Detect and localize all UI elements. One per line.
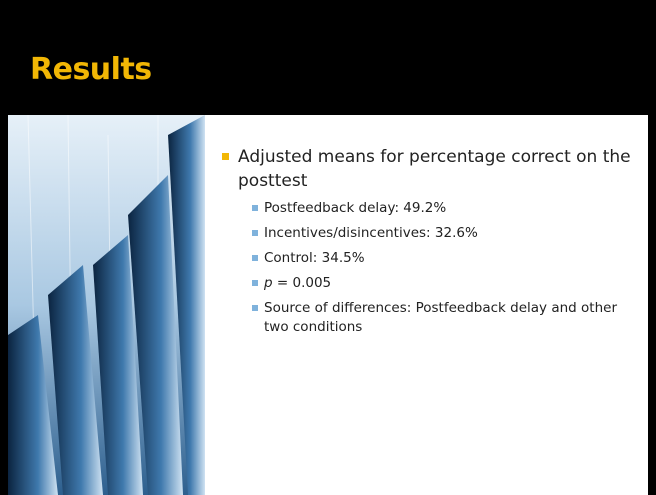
slide-title: Results (30, 52, 152, 87)
bullet: Adjusted means for percentage correct on… (222, 145, 637, 337)
sub-bullet: p = 0.005 (238, 274, 637, 293)
sub-bullet: Source of differences: Postfeedback dela… (238, 299, 637, 337)
bullet-text: Adjusted means for percentage correct on… (238, 147, 631, 191)
decorative-image (8, 115, 205, 495)
bullet-list: Adjusted means for percentage correct on… (222, 145, 637, 337)
sub-bullet-text: Incentives/disincentives: 32.6% (264, 225, 478, 241)
content-area: Adjusted means for percentage correct on… (205, 115, 648, 495)
sub-bullet: Incentives/disincentives: 32.6% (238, 224, 637, 243)
sub-bullet-text: Postfeedback delay: 49.2% (264, 200, 446, 216)
sub-bullet-text: = 0.005 (277, 275, 331, 291)
sub-bullet-list: Postfeedback delay: 49.2% Incentives/disi… (238, 199, 637, 337)
slide: Results Adjusted means for percentage co… (0, 0, 656, 495)
sub-bullet-text: Control: 34.5% (264, 250, 365, 266)
sub-bullet: Postfeedback delay: 49.2% (238, 199, 637, 218)
sub-bullet-text: Source of differences: Postfeedback dela… (264, 300, 617, 335)
emphasis-text: p (264, 275, 273, 291)
sub-bullet: Control: 34.5% (238, 249, 637, 268)
